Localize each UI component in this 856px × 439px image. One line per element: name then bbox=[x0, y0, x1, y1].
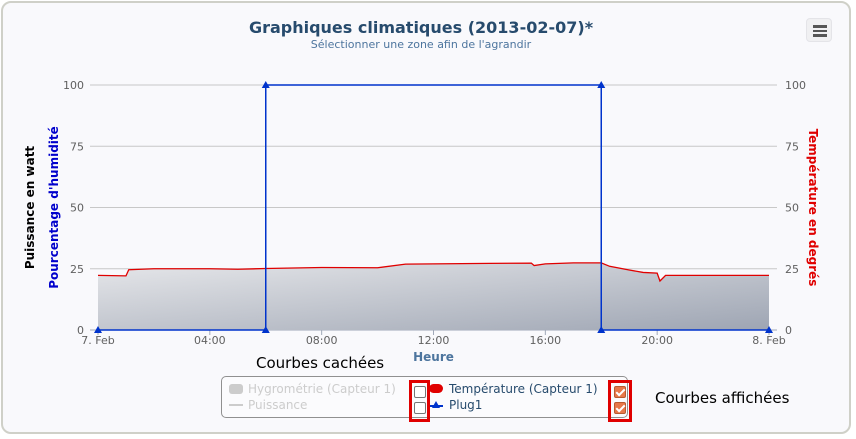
y-tick-label-left: 50 bbox=[70, 202, 84, 215]
y-tick-label-left: 25 bbox=[70, 263, 84, 276]
x-tick-label: 16:00 bbox=[529, 334, 561, 347]
temperature-area bbox=[98, 262, 769, 330]
plug1-marker bbox=[261, 81, 270, 88]
plug1-marker bbox=[765, 326, 773, 333]
y-axis-title-left: Pourcentage d'humidité bbox=[47, 126, 61, 289]
chart-subtitle: Sélectionner une zone afin de l'agrandir bbox=[310, 38, 532, 51]
legend-label: Hygrométrie (Capteur 1) bbox=[248, 382, 396, 396]
checkbox-plug1[interactable] bbox=[614, 402, 626, 414]
y-tick-label-right: 75 bbox=[785, 140, 799, 153]
y-tick-label-right: 25 bbox=[785, 263, 799, 276]
legend-label: Puissance bbox=[248, 398, 308, 412]
checkbox-hygrometrie[interactable] bbox=[414, 386, 426, 398]
x-axis-title: Heure bbox=[413, 350, 454, 364]
temperature-series-line bbox=[97, 262, 769, 283]
triangle-marker-icon bbox=[429, 400, 443, 410]
legend: Hygrométrie (Capteur 1) Puissance Tempér… bbox=[221, 376, 628, 418]
hamburger-menu-icon bbox=[813, 25, 827, 28]
y-tick-label-left: 0 bbox=[77, 324, 84, 337]
x-tick-label: 8. Feb bbox=[752, 334, 785, 347]
y-tick-label-right: 100 bbox=[785, 79, 806, 92]
plug1-series-line bbox=[98, 84, 769, 331]
checkbox-puissance[interactable] bbox=[414, 402, 426, 414]
plug1-marker bbox=[94, 326, 102, 333]
y-tick-label-left: 75 bbox=[70, 140, 84, 153]
y-tick-label-right: 0 bbox=[785, 324, 792, 337]
y-axis-title-right: Température en degrés bbox=[806, 129, 820, 287]
x-tick-label: 20:00 bbox=[641, 334, 673, 347]
plug1-marker bbox=[261, 326, 270, 333]
annotation-hidden-curves: Courbes cachées bbox=[256, 354, 385, 372]
legend-item-puissance[interactable]: Puissance bbox=[229, 398, 307, 412]
plug1-marker bbox=[597, 81, 606, 88]
shown-checkbox-highlight bbox=[608, 380, 632, 422]
legend-item-hygrometrie[interactable]: Hygrométrie (Capteur 1) bbox=[229, 382, 396, 396]
legend-item-temperature[interactable]: Température (Capteur 1) bbox=[429, 382, 598, 396]
x-tick-label: 08:00 bbox=[306, 334, 338, 347]
y-tick-label-left: 100 bbox=[63, 79, 84, 92]
chart-container bbox=[1, 1, 851, 434]
x-tick-label: 7. Feb bbox=[81, 334, 114, 347]
x-tick-label: 12:00 bbox=[418, 334, 450, 347]
annotation-shown-curves: Courbes affichées bbox=[655, 389, 790, 407]
legend-label: Température (Capteur 1) bbox=[449, 382, 598, 396]
checkbox-temperature[interactable] bbox=[614, 386, 626, 398]
hamburger-menu-icon-bar bbox=[813, 29, 827, 32]
hamburger-menu-icon-bar bbox=[813, 34, 827, 37]
legend-item-plug1[interactable]: Plug1 bbox=[429, 398, 482, 412]
legend-label: Plug1 bbox=[449, 398, 483, 412]
legend-symbol-area bbox=[229, 384, 243, 394]
y-axis-title-left: Puissance en watt bbox=[23, 146, 37, 270]
y-tick-label-right: 50 bbox=[785, 202, 799, 215]
hidden-checkbox-highlight bbox=[409, 380, 430, 422]
legend-symbol-temperature bbox=[429, 384, 443, 393]
legend-symbol-line bbox=[229, 404, 243, 406]
x-tick-label: 04:00 bbox=[194, 334, 226, 347]
plug1-marker bbox=[597, 326, 606, 333]
export-menu-button[interactable] bbox=[806, 18, 832, 42]
chart-title: Graphiques climatiques (2013-02-07)* bbox=[248, 18, 594, 37]
